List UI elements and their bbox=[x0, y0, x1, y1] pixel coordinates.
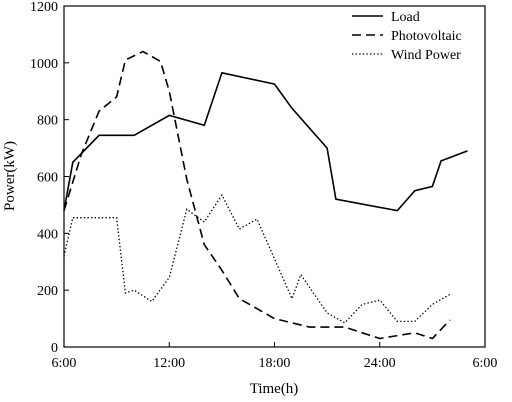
y-tick-label: 800 bbox=[37, 114, 58, 129]
x-axis-label: Time(h) bbox=[250, 381, 299, 397]
series-line-wind-power bbox=[63, 193, 451, 324]
x-tick-label: 6:00 bbox=[473, 356, 498, 371]
series-line-load bbox=[63, 71, 468, 212]
y-tick-label: 0 bbox=[51, 341, 58, 356]
y-tick-label: 1200 bbox=[30, 0, 58, 15]
y-tick-label: 400 bbox=[37, 227, 58, 242]
y-tick-label: 200 bbox=[37, 284, 58, 299]
legend-label: Photovoltaic bbox=[391, 29, 462, 44]
series-layer bbox=[63, 50, 468, 340]
x-tick-label: 6:00 bbox=[52, 356, 77, 371]
series-line-photovoltaic bbox=[63, 50, 451, 340]
y-axis-label: Power(kW) bbox=[2, 141, 18, 211]
legend-label: Load bbox=[391, 10, 420, 25]
x-tick-label: 12:00 bbox=[153, 356, 185, 371]
y-tick-label: 600 bbox=[37, 171, 58, 186]
x-tick-label: 24:00 bbox=[364, 356, 396, 371]
x-tick-label: 18:00 bbox=[259, 356, 291, 371]
y-axis-ticks: 0 200 400 600 800 1000 1200 bbox=[30, 0, 69, 356]
y-tick-label: 1000 bbox=[30, 57, 58, 72]
legend: Load Photovoltaic Wind Power bbox=[352, 10, 462, 63]
x-axis-ticks: 6:00 12:00 18:00 24:00 6:00 bbox=[52, 342, 498, 371]
legend-label: Wind Power bbox=[391, 48, 461, 63]
